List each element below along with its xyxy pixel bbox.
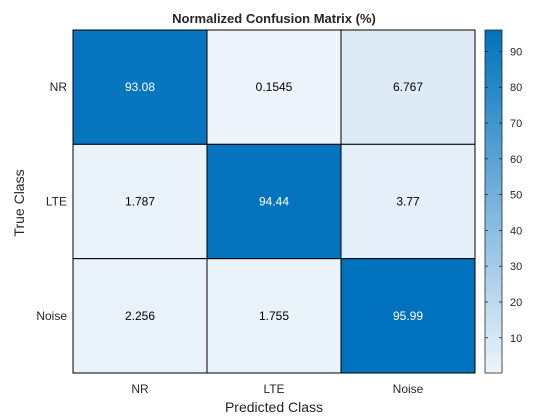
colorbar-tick-label: 70 [510,118,522,130]
colorbar-tick-label: 40 [510,225,522,237]
colorbar-tick-label: 20 [510,297,522,309]
heatmap-cell [206,258,342,374]
x-tick-label: LTE [263,382,284,396]
cell-value-label: 3.77 [396,195,420,209]
cell-value-label: 93.08 [125,80,155,94]
colorbar-gradient [484,29,503,374]
heatmap-cells: 93.08 0.1545 6.767 1.787 94.44 3.77 2.256 1.755… [72,29,476,374]
heatmap-cell [206,143,342,260]
cell-value-label: 1.787 [125,195,155,209]
colorbar: 10 20 30 40 50 60 70 80 90 [484,29,522,374]
colorbar-tick-label: 60 [510,154,522,166]
cell-value-label: 2.256 [125,309,155,323]
cell-value-label: 6.767 [393,80,423,94]
heatmap-cell [340,258,476,374]
x-axis-label: Predicted Class [225,399,323,415]
y-tick-labels: NR LTE Noise [36,80,67,323]
x-tick-labels: NR LTE Noise [131,382,423,396]
y-tick-label: NR [50,80,68,94]
colorbar-tick-label: 50 [510,190,522,202]
heatmap-cell [72,143,208,260]
colorbar-tick-label: 10 [510,333,522,345]
heatmap-cell [206,29,342,145]
y-tick-label: LTE [46,195,67,209]
heatmap-cell [72,29,208,145]
cell-value-label: 95.99 [393,309,423,323]
chart-title: Normalized Confusion Matrix (%) [172,11,376,26]
colorbar-tick-label: 80 [510,82,522,94]
colorbar-tick-label: 90 [510,46,522,58]
colorbar-tick-label: 30 [510,261,522,273]
x-tick-label: Noise [393,382,424,396]
cell-value-label: 0.1545 [256,80,293,94]
y-tick-label: Noise [36,309,67,323]
x-tick-label: NR [131,382,149,396]
cell-value-label: 94.44 [259,195,289,209]
cell-value-label: 1.755 [259,309,289,323]
heatmap-cell [72,258,208,374]
y-axis-label: True Class [11,169,27,236]
heatmap-cell [340,143,476,260]
heatmap-cell [340,29,476,145]
